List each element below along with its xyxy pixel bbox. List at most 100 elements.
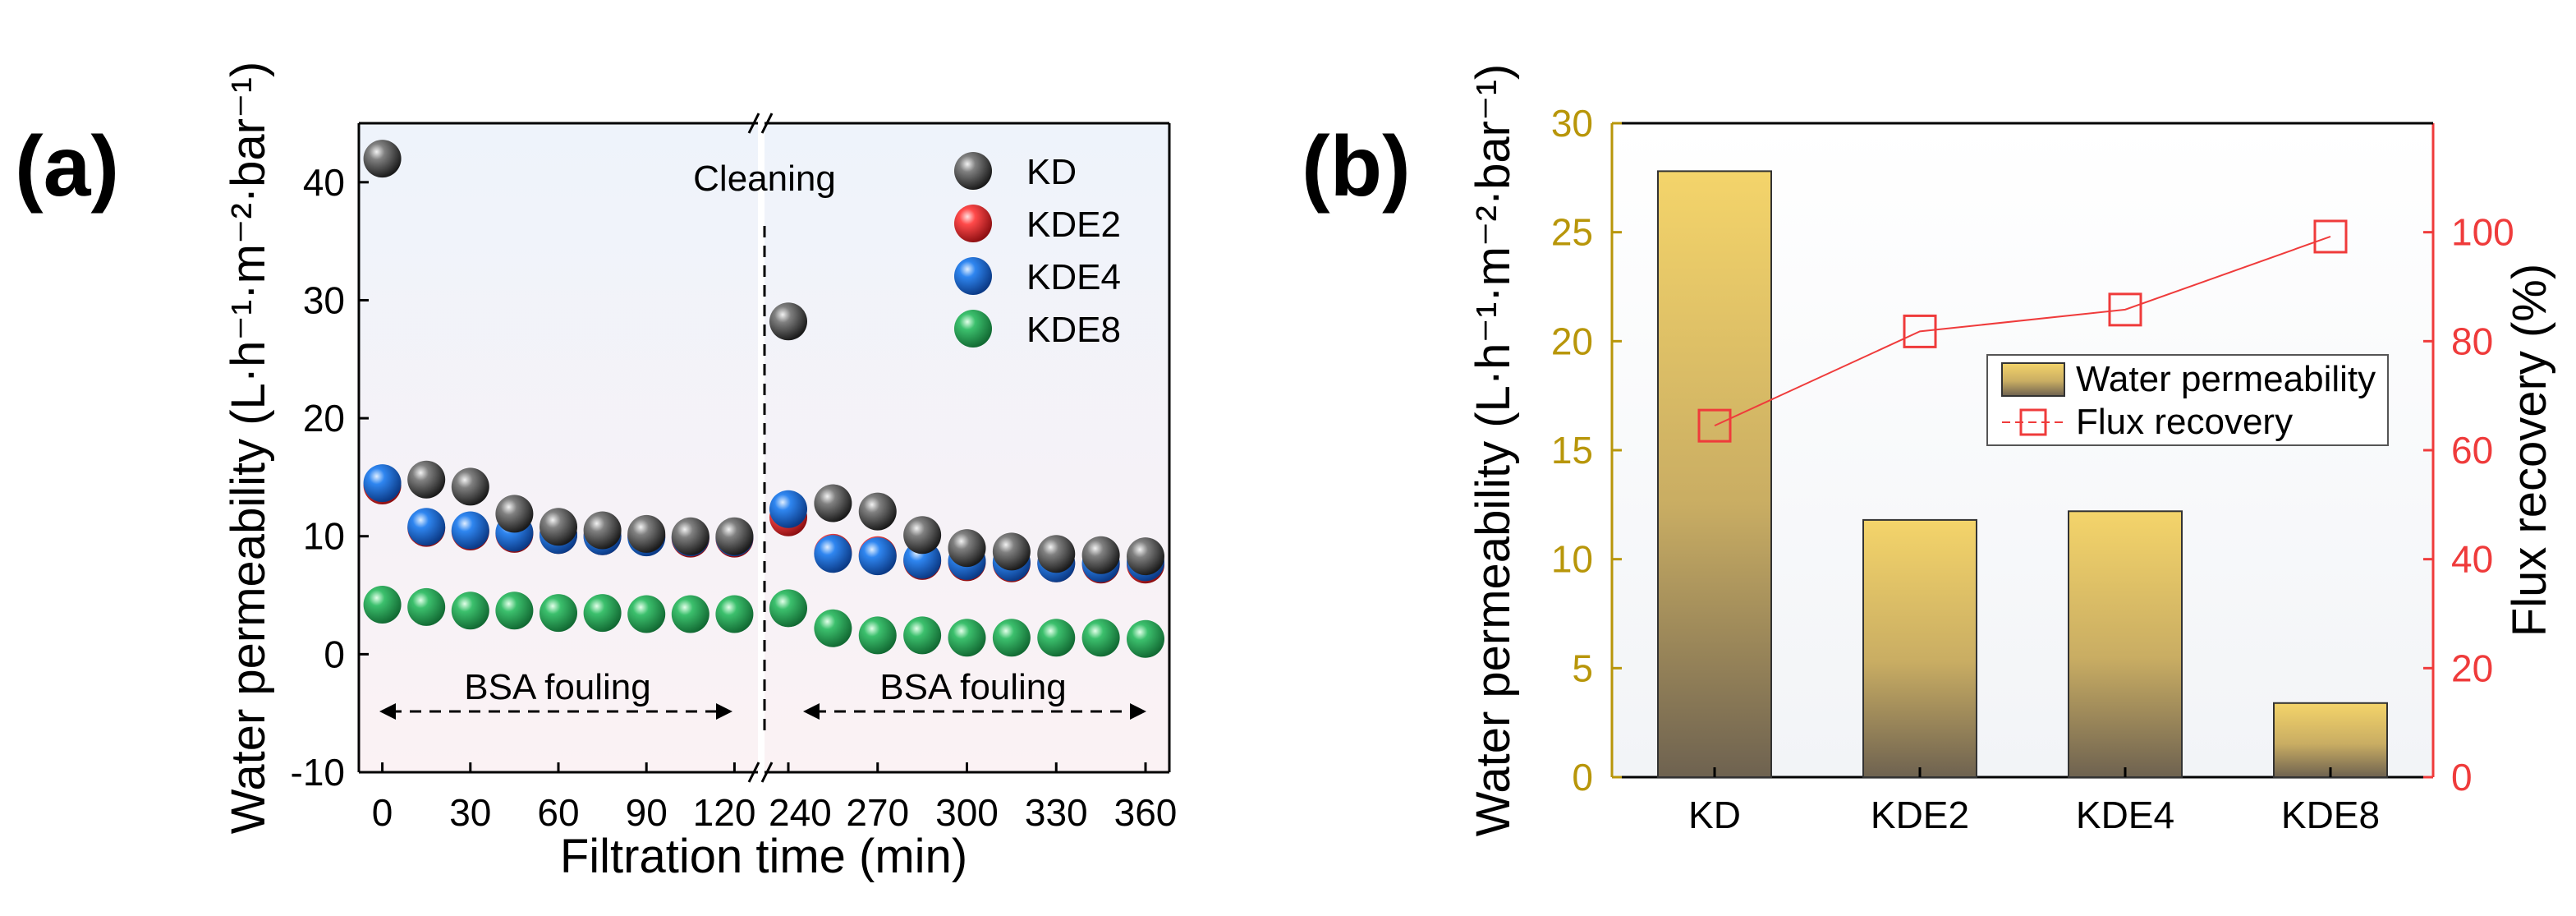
point-kd: [540, 508, 577, 546]
point-kde4: [858, 537, 897, 576]
legend-label-water: Water permeability: [2076, 359, 2376, 399]
legend-a: KD KDE2 KDE4 KDE8: [954, 152, 1121, 350]
point-kde8: [715, 595, 754, 633]
point-kd: [1127, 537, 1164, 576]
x-tick-label-b: KDE8: [2281, 794, 2380, 836]
point-kd: [1081, 536, 1120, 574]
flux-recovery-line: [1714, 236, 2331, 427]
flux-point-kde8: [2313, 219, 2348, 254]
point-kde4: [363, 464, 402, 503]
point-kde8: [451, 591, 489, 630]
x-tick-label-b: KDE4: [2076, 794, 2174, 836]
point-kde8: [769, 589, 807, 628]
flux-point-kde4: [2108, 292, 2142, 327]
legend-marker-water: [2001, 362, 2065, 397]
point-kd: [903, 516, 942, 555]
y-tick-label-b: 20: [1551, 320, 1593, 362]
y-tick-label-b: 15: [1551, 429, 1593, 472]
y-tick-label-b: 0: [1572, 756, 1593, 799]
panel-label-b: (b): [1302, 119, 1411, 214]
bar-kd: [1657, 170, 1772, 778]
fouling-arrow-right: [803, 703, 1146, 720]
legend-label-flux: Flux recovery: [2076, 402, 2293, 442]
point-kde8: [858, 616, 897, 655]
y-tick-label-a: -10: [291, 751, 345, 794]
point-kd: [858, 492, 897, 531]
y2-tick-label-b: 80: [2451, 320, 2493, 362]
y-tick-label-a: 20: [303, 397, 345, 440]
x-tick-label-a: 90: [626, 791, 668, 834]
y-axis-title-b: Water permeability (L·h⁻¹·m⁻²·bar⁻¹): [1467, 64, 1520, 836]
y-axis-title-a: Water permeability (L·h⁻¹·m⁻²·bar⁻¹): [222, 62, 275, 834]
point-kd: [451, 467, 489, 506]
legend-label-kd: KD: [1026, 152, 1077, 192]
x-tick-label-a: 120: [693, 791, 756, 834]
point-kde8: [407, 587, 446, 626]
bar-kde8: [2273, 702, 2388, 779]
point-kd: [363, 140, 402, 178]
x-tick-label-b: KD: [1688, 794, 1741, 836]
x-tick-label-a: 60: [537, 791, 579, 834]
legend-marker-kd: [954, 152, 992, 190]
point-kde8: [1037, 619, 1076, 657]
y-tick-label-a: 10: [303, 515, 345, 558]
x-tick-label-b: KDE2: [1871, 794, 1969, 836]
y-tick-label-b: 10: [1551, 538, 1593, 581]
point-kde8: [671, 595, 709, 633]
legend-label-kde8: KDE8: [1026, 310, 1121, 350]
legend-marker-kde4: [954, 257, 992, 295]
point-kd: [407, 460, 446, 499]
axis-break-top: [747, 113, 774, 134]
point-kde8: [627, 595, 666, 633]
plot-area-a-left: [359, 123, 758, 772]
point-kde8: [540, 594, 577, 633]
point-kd: [1037, 535, 1076, 573]
point-kd: [769, 302, 807, 341]
point-kd: [992, 532, 1031, 571]
y2-tick-label-b: 100: [2451, 211, 2514, 254]
y-tick-label-b: 30: [1551, 102, 1593, 145]
point-kde8: [948, 619, 986, 657]
bar-kde4: [2068, 510, 2183, 778]
point-kd: [495, 495, 534, 533]
x-tick-label-a: 30: [449, 791, 491, 834]
panel-a: -10 0 10 20 30 40 0 30 60 90 120 240 270 300 330 360 C…: [222, 62, 1177, 883]
point-kde8: [903, 616, 942, 655]
flux-point-kde2: [1903, 314, 1937, 348]
y-tick-label-b: 5: [1572, 647, 1593, 689]
x-tick-label-a: 300: [935, 791, 999, 834]
flux-point-kd: [1697, 408, 1732, 443]
legend-label-kde4: KDE4: [1026, 257, 1121, 297]
point-kde4: [407, 508, 446, 546]
fouling-label-right: BSA fouling: [879, 667, 1067, 707]
y-tick-label-a: 30: [303, 278, 345, 321]
y-tick-label-b: 25: [1551, 211, 1593, 254]
x-tick-label-a: 240: [769, 791, 832, 834]
y2-tick-label-b: 40: [2451, 538, 2493, 581]
cleaning-label: Cleaning: [693, 159, 836, 199]
x-tick-label-a: 360: [1114, 791, 1178, 834]
y-tick-label-a: 0: [324, 633, 345, 675]
point-kd: [671, 517, 709, 555]
y2-axis-title-b: Flux recovery (%): [2503, 264, 2556, 637]
y-tick-label-a: 40: [303, 161, 345, 204]
legend-marker-kde8: [954, 310, 992, 348]
fouling-arrow-left: [379, 703, 732, 720]
point-kde4: [769, 490, 807, 528]
point-kde4: [814, 535, 852, 573]
panel-b: 0 5 10 15 20 25 30 0 20 40 60 80 100 KD KDE2 KDE4 KDE8…: [1467, 64, 2556, 836]
legend-b: Water permeability Flux recovery: [1986, 354, 2389, 446]
x-tick-label-a: 0: [372, 791, 393, 834]
axis-break-bottom: [747, 762, 774, 783]
point-kde8: [1081, 619, 1120, 657]
y2-tick-label-b: 0: [2451, 756, 2473, 799]
x-tick-label-a: 270: [846, 791, 909, 834]
fouling-label-left: BSA fouling: [464, 667, 651, 707]
point-kde8: [583, 594, 622, 633]
point-kde8: [1127, 619, 1164, 658]
point-kd: [814, 484, 852, 522]
legend-label-kde2: KDE2: [1026, 205, 1121, 245]
legend-marker-flux: [2019, 408, 2047, 436]
panel-label-a: (a): [15, 119, 119, 214]
